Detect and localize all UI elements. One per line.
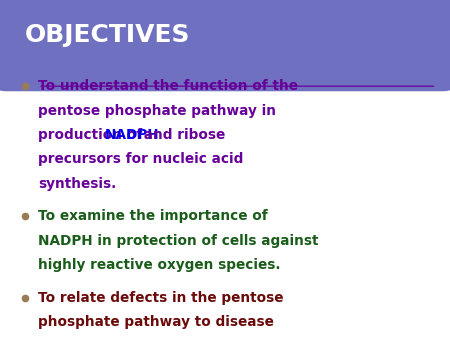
Text: pentose phosphate pathway in: pentose phosphate pathway in (38, 103, 276, 118)
Text: highly reactive oxygen species.: highly reactive oxygen species. (38, 258, 281, 272)
Text: and ribose: and ribose (139, 128, 225, 142)
Text: NADPH in protection of cells against: NADPH in protection of cells against (38, 234, 319, 248)
Text: To examine the importance of: To examine the importance of (38, 209, 268, 223)
Text: To understand the function of the: To understand the function of the (38, 79, 298, 93)
Bar (7, 45, 442, 78)
Text: NADPH: NADPH (105, 128, 159, 142)
Text: production of: production of (38, 128, 147, 142)
Text: phosphate pathway to disease: phosphate pathway to disease (38, 315, 274, 329)
FancyBboxPatch shape (0, 0, 450, 91)
Text: To relate defects in the pentose: To relate defects in the pentose (38, 291, 284, 305)
Text: synthesis.: synthesis. (38, 176, 117, 191)
Text: precursors for nucleic acid: precursors for nucleic acid (38, 152, 243, 166)
Text: OBJECTIVES: OBJECTIVES (25, 23, 190, 48)
